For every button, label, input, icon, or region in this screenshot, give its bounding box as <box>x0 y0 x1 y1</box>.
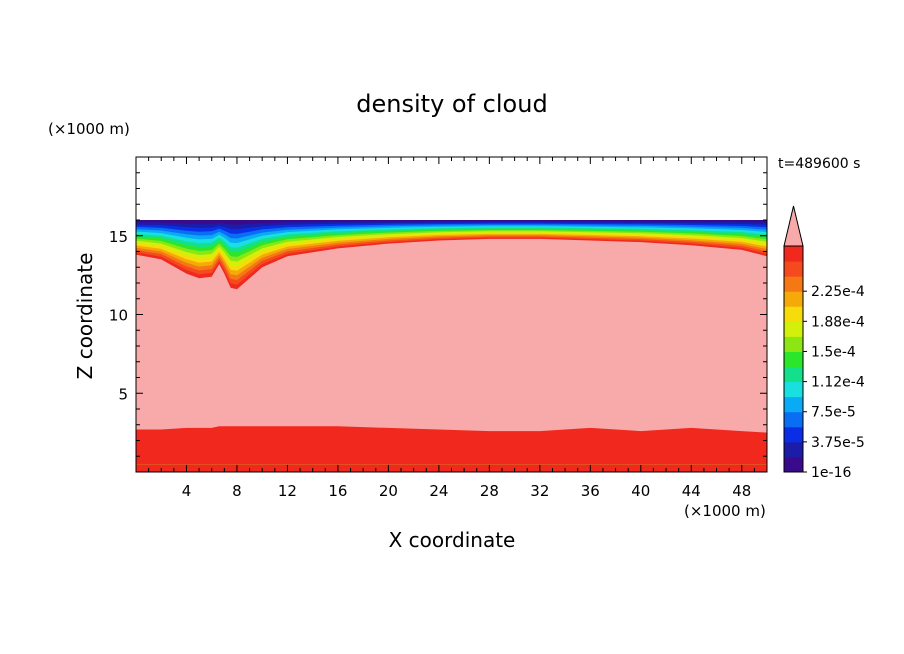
colorbar: 1e-16 3.75e-5 7.5e-5 1.12e-4 1.5e-4 1.88e-4 2.… <box>783 205 865 481</box>
x-tick-label: 48 <box>732 482 751 500</box>
colorbar-swatch <box>784 306 803 322</box>
colorbar-label: 1.12e-4 <box>811 375 865 391</box>
x-tick-label: 24 <box>429 482 448 500</box>
y-tick-label: 10 <box>109 307 128 325</box>
colorbar-swatch <box>784 351 803 368</box>
bottom-contour-band <box>136 428 767 465</box>
x-unit-label: (×1000 m) <box>684 502 766 520</box>
plot-area <box>136 220 767 472</box>
cloud-core-region <box>136 238 767 433</box>
colorbar-frame <box>783 245 804 473</box>
x-tick-label: 4 <box>182 482 192 500</box>
y-tick-label: 15 <box>109 228 128 246</box>
colorbar-swatch <box>784 276 803 292</box>
x-axis-label: X coordinate <box>389 528 516 552</box>
colorbar-swatch <box>784 321 803 337</box>
chart-title: density of cloud <box>356 90 547 118</box>
colorbar-swatch <box>784 441 803 458</box>
x-tick-label: 44 <box>682 482 701 500</box>
x-tick-label: 32 <box>530 482 549 500</box>
y-axis-label: Z coordinate <box>73 253 97 380</box>
colorbar-swatch <box>784 396 803 413</box>
x-tick-label: 12 <box>278 482 297 500</box>
colorbar-label: 1.5e-4 <box>811 344 856 360</box>
time-label: t=489600 s <box>778 156 860 172</box>
y-tick-label: 5 <box>118 385 128 403</box>
colorbar-label: 1e-16 <box>811 465 851 481</box>
colorbar-swatch <box>784 261 803 277</box>
colorbar-extend-arrow <box>783 205 804 247</box>
colorbar-label: 7.5e-5 <box>811 405 856 421</box>
colorbar-swatch <box>784 381 803 398</box>
x-tick-label: 16 <box>328 482 347 500</box>
x-tick-label: 8 <box>232 482 242 500</box>
colorbar-swatch <box>784 411 803 428</box>
x-tick-label: 20 <box>379 482 398 500</box>
x-tick-label: 28 <box>480 482 499 500</box>
x-tick-label: 36 <box>581 482 600 500</box>
colorbar-label: 1.88e-4 <box>811 314 865 330</box>
y-unit-label: (×1000 m) <box>48 120 130 138</box>
colorbar-swatch <box>784 456 803 473</box>
x-tick-label: 40 <box>631 482 650 500</box>
colorbar-label: 2.25e-4 <box>811 284 865 300</box>
colorbar-swatch <box>784 291 803 307</box>
colorbar-label: 3.75e-5 <box>811 435 865 451</box>
colorbar-swatch <box>784 336 803 352</box>
colorbar-swatch <box>784 246 803 262</box>
colorbar-swatch <box>784 366 803 383</box>
colorbar-swatch <box>784 426 803 443</box>
